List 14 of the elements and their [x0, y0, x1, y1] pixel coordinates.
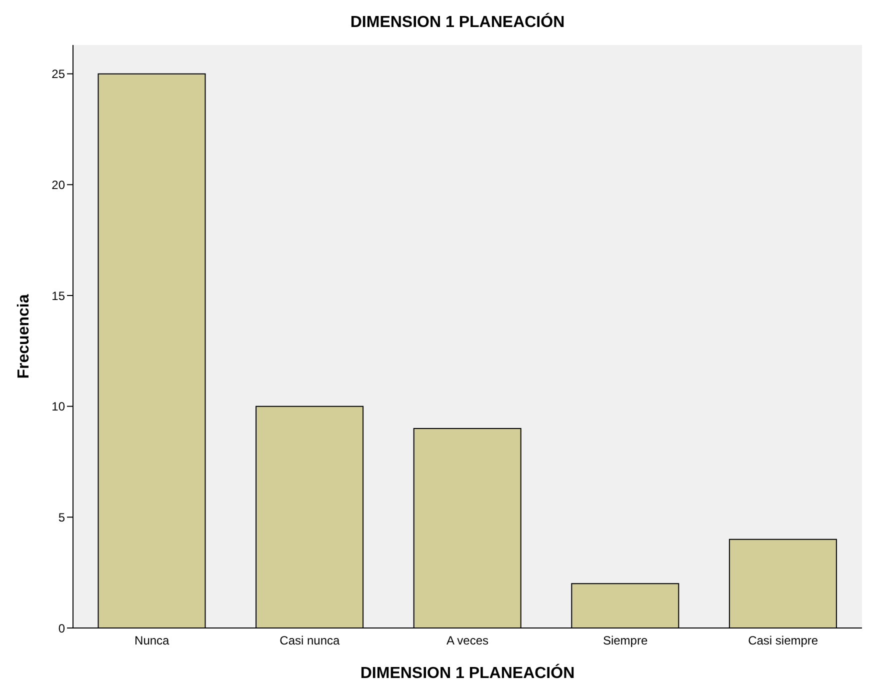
x-tick-label: Casi nunca [280, 634, 340, 648]
x-tick-label: Casi siempre [748, 634, 818, 648]
x-tick-label: A veces [446, 634, 489, 648]
x-axis-title: DIMENSION 1 PLANEACIÓN [360, 663, 575, 682]
y-tick-label: 20 [52, 178, 66, 192]
x-tick-label: Nunca [134, 634, 170, 648]
y-axis-title: Frecuencia [16, 294, 33, 379]
y-tick-label: 10 [52, 400, 66, 414]
y-tick-label: 5 [58, 510, 66, 524]
chart-title: DIMENSION 1 PLANEACIÓN [349, 12, 566, 33]
y-tick-label: 25 [52, 67, 66, 82]
y-tick-label: 0 [58, 621, 66, 636]
y-tick-label: 15 [52, 288, 66, 303]
x-tick-label: Siempre [602, 634, 648, 648]
